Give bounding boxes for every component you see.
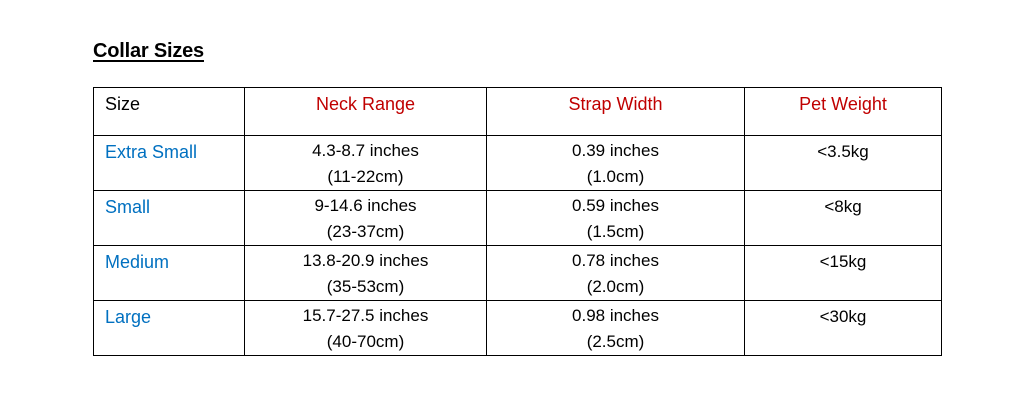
size-cell: Medium <box>93 245 245 301</box>
value-line-inches: 9-14.6 inches <box>314 196 417 215</box>
pet-weight-cell: <15kg <box>744 245 942 301</box>
size-cell: Extra Small <box>93 135 245 191</box>
column-header-neck-range: Neck Range <box>244 87 487 136</box>
pet-weight-cell: <30kg <box>744 300 942 356</box>
value-line-inches: 0.59 inches <box>572 196 659 215</box>
strap-width-cell: 0.78 inches (2.0cm) <box>486 245 745 301</box>
value-line-cm: (23-37cm) <box>326 222 405 241</box>
value-line-inches: 13.8-20.9 inches <box>302 251 429 270</box>
strap-width-cell: 0.39 inches (1.0cm) <box>486 135 745 191</box>
neck-range-cell: 15.7-27.5 inches (40-70cm) <box>244 300 487 356</box>
value-line-cm: (35-53cm) <box>326 277 405 296</box>
neck-range-cell: 9-14.6 inches (23-37cm) <box>244 190 487 246</box>
table-row: Small 9-14.6 inches (23-37cm) 0.59 inche… <box>93 190 942 246</box>
collar-sizes-table: Size Neck Range Strap Width Pet Weight E… <box>93 87 942 356</box>
value-line-inches: 15.7-27.5 inches <box>302 306 429 325</box>
size-cell: Small <box>93 190 245 246</box>
value-line-cm: (11-22cm) <box>327 167 404 186</box>
neck-range-cell: 4.3-8.7 inches (11-22cm) <box>244 135 487 191</box>
table-header-row: Size Neck Range Strap Width Pet Weight <box>93 87 942 136</box>
value-line-inches: 0.78 inches <box>572 251 659 270</box>
value-line-cm: (1.5cm) <box>586 222 645 241</box>
value-line-cm: (2.0cm) <box>586 277 645 296</box>
strap-width-cell: 0.59 inches (1.5cm) <box>486 190 745 246</box>
column-header-strap-width: Strap Width <box>486 87 745 136</box>
table-row: Medium 13.8-20.9 inches (35-53cm) 0.78 i… <box>93 245 942 301</box>
value-line-inches: 4.3-8.7 inches <box>312 141 419 160</box>
pet-weight-cell: <8kg <box>744 190 942 246</box>
page-title: Collar Sizes <box>93 40 204 62</box>
pet-weight-cell: <3.5kg <box>744 135 942 191</box>
table-row: Extra Small 4.3-8.7 inches (11-22cm) 0.3… <box>93 135 942 191</box>
value-line-inches: 0.39 inches <box>572 141 659 160</box>
column-header-pet-weight: Pet Weight <box>744 87 942 136</box>
value-line-inches: 0.98 inches <box>572 306 659 325</box>
size-cell: Large <box>93 300 245 356</box>
table-row: Large 15.7-27.5 inches (40-70cm) 0.98 in… <box>93 300 942 356</box>
value-line-cm: (40-70cm) <box>326 332 405 351</box>
value-line-cm: (2.5cm) <box>586 332 645 351</box>
neck-range-cell: 13.8-20.9 inches (35-53cm) <box>244 245 487 301</box>
value-line-cm: (1.0cm) <box>586 167 645 186</box>
column-header-size: Size <box>93 87 245 136</box>
strap-width-cell: 0.98 inches (2.5cm) <box>486 300 745 356</box>
